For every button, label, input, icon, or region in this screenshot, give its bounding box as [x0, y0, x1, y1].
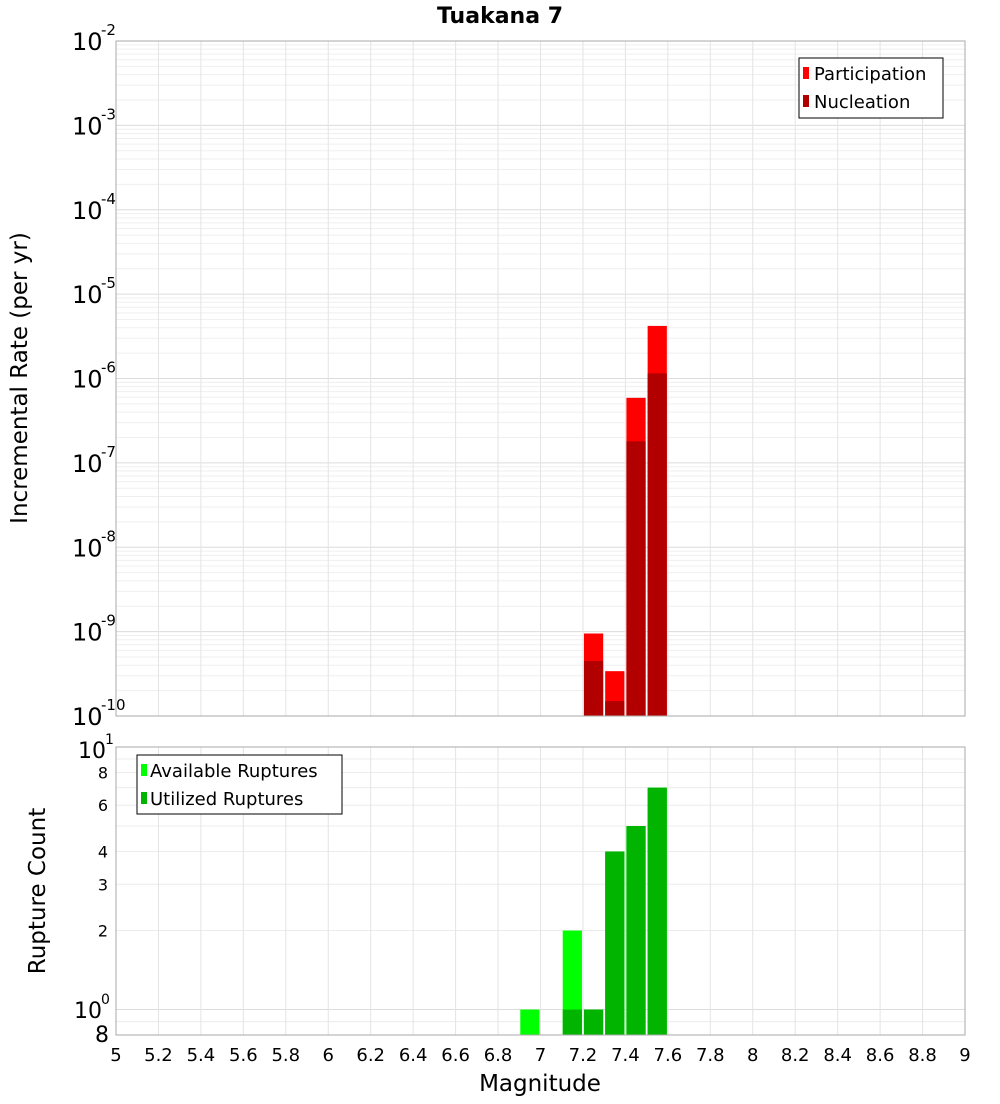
- top-y-axis-label: Incremental Rate (per yr): [7, 232, 33, 524]
- x-tick-label: 6.8: [484, 1045, 513, 1066]
- top-y-tick-base: 10: [72, 703, 103, 731]
- bottom-y-axis-label: Rupture Count: [25, 808, 51, 974]
- x-tick-label: 8.6: [866, 1045, 895, 1066]
- top-y-tick-base: 10: [72, 619, 103, 647]
- top-plot-border: [115, 40, 966, 717]
- nucleation-bar: [583, 660, 604, 716]
- top-y-tick-exponent: -9: [101, 612, 116, 630]
- utilized-ruptures-bar: [647, 787, 667, 1035]
- bottom-y-top-tick-base: 10: [78, 739, 106, 764]
- legend-swatch-available: [141, 764, 147, 776]
- bottom-plot-border: [115, 746, 966, 1036]
- legend-label-participation: Participation: [814, 64, 926, 85]
- bottom-y-mid-tick-exponent: 0: [101, 992, 110, 1008]
- top-y-tick-exponent: -10: [101, 696, 126, 714]
- top-y-tick-exponent: -6: [101, 359, 116, 377]
- bottom-y-tick-label: 8: [98, 763, 108, 782]
- top-y-tick-exponent: -3: [101, 105, 116, 123]
- legend-label-utilized: Utilized Ruptures: [150, 789, 303, 810]
- top-panel: 10-210-310-410-510-610-710-810-910-10 In…: [7, 21, 966, 731]
- x-tick-label: 8.4: [823, 1045, 852, 1066]
- top-y-tick-exponent: -4: [101, 190, 116, 208]
- x-tick-label: 6.6: [441, 1045, 470, 1066]
- available-ruptures-bar: [520, 1009, 540, 1035]
- chart-title: Tuakana 7: [437, 4, 563, 29]
- bottom-y-tick-label: 3: [98, 875, 108, 894]
- x-tick-label: 9: [959, 1045, 970, 1066]
- x-axis-label: Magnitude: [479, 1071, 601, 1097]
- x-tick-label: 5: [110, 1045, 121, 1066]
- x-tick-label: 5.8: [271, 1045, 300, 1066]
- legend-label-nucleation: Nucleation: [814, 92, 910, 113]
- x-tick-labels: 5 5.2 5.4 5.6 5.8 6 6.2 6.4 6.6 6.8 7 7.2 7.4 7.6 7.8 8…: [110, 1045, 970, 1066]
- x-tick-label: 8.8: [908, 1045, 937, 1066]
- legend-label-available: Available Ruptures: [150, 761, 318, 782]
- bottom-y-bottom-tick: 8: [95, 1023, 109, 1048]
- utilized-ruptures-bar: [583, 1009, 604, 1035]
- bottom-y-tick-label: 4: [98, 842, 108, 861]
- bottom-panel: 10 1 10 0 8 8 6 4 3 2 5 5.2 5.4 5.6 5.8 6 6.2 6.4 6.…: [25, 732, 971, 1097]
- x-tick-label: 8: [747, 1045, 758, 1066]
- x-tick-label: 6.2: [356, 1045, 385, 1066]
- bottom-bars: [520, 787, 667, 1035]
- top-y-tick-exponent: -8: [101, 527, 116, 545]
- top-y-tick-base: 10: [72, 28, 103, 56]
- nucleation-bar: [605, 701, 625, 716]
- legend-swatch-nucleation: [803, 95, 809, 107]
- top-y-tick-base: 10: [72, 366, 103, 394]
- x-tick-label: 6.4: [399, 1045, 428, 1066]
- top-y-tick-base: 10: [72, 450, 103, 478]
- x-tick-label: 7.8: [696, 1045, 725, 1066]
- bottom-legend: Available Ruptures Utilized Ruptures: [136, 754, 343, 815]
- bottom-y-top-tick-exponent: 1: [105, 732, 114, 748]
- x-tick-label: 8.2: [781, 1045, 810, 1066]
- utilized-ruptures-bar: [605, 851, 625, 1035]
- x-tick-label: 7.4: [611, 1045, 640, 1066]
- x-tick-label: 7: [535, 1045, 546, 1066]
- x-tick-label: 5.2: [144, 1045, 173, 1066]
- top-y-tick-base: 10: [72, 112, 103, 140]
- nucleation-bar: [626, 441, 646, 716]
- utilized-ruptures-bar: [562, 1009, 582, 1035]
- x-tick-label: 5.6: [229, 1045, 258, 1066]
- top-bars: [583, 325, 667, 716]
- bottom-y-tick-labels: 10 1 10 0 8 8 6 4 3 2: [74, 732, 114, 1048]
- x-tick-label: 7.2: [569, 1045, 598, 1066]
- top-y-tick-exponent: -2: [101, 21, 116, 39]
- top-y-tick-exponent: -5: [101, 274, 116, 292]
- x-tick-label: 6: [323, 1045, 334, 1066]
- legend-swatch-participation: [803, 67, 809, 79]
- nucleation-bar: [647, 373, 667, 716]
- top-y-tick-base: 10: [72, 197, 103, 225]
- top-y-tick-exponent: -7: [101, 443, 116, 461]
- x-tick-label: 5.4: [187, 1045, 216, 1066]
- bottom-y-tick-label: 2: [98, 922, 108, 941]
- bottom-y-tick-label: 6: [98, 796, 108, 815]
- top-y-tick-base: 10: [72, 534, 103, 562]
- x-tick-label: 7.6: [654, 1045, 683, 1066]
- legend-swatch-utilized: [141, 792, 147, 804]
- bottom-legend-box: [136, 754, 343, 815]
- top-legend: Participation Nucleation: [798, 57, 944, 119]
- top-gridlines: [115, 41, 966, 717]
- utilized-ruptures-bar: [626, 826, 646, 1035]
- top-legend-box: [798, 57, 944, 119]
- bottom-y-mid-tick-base: 10: [74, 999, 102, 1024]
- top-y-tick-labels: 10-210-310-410-510-610-710-810-910-10: [72, 21, 126, 731]
- top-y-tick-base: 10: [72, 281, 103, 309]
- available-ruptures-bar: [562, 930, 582, 1035]
